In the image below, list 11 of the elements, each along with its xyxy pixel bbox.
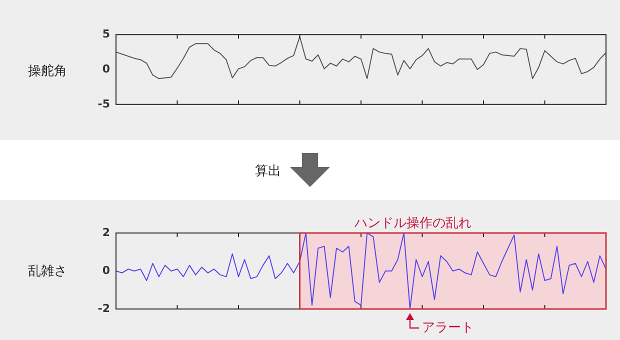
text: ハンドル操作の乱れ (353, 216, 472, 231)
text: アラート (422, 320, 474, 336)
y-tick-label: -2 (98, 302, 110, 315)
y-axis-title: 乱雑さ (28, 263, 67, 280)
y-tick-label: 2 (102, 226, 110, 239)
y-tick-label: 0 (102, 62, 110, 76)
y-axis-title: 操舵角 (28, 63, 67, 80)
y-tick-label: 0 (102, 264, 110, 277)
text: 算出 (255, 163, 281, 180)
y-tick-label: -5 (98, 97, 110, 110)
y-tick-label: 5 (102, 27, 110, 40)
